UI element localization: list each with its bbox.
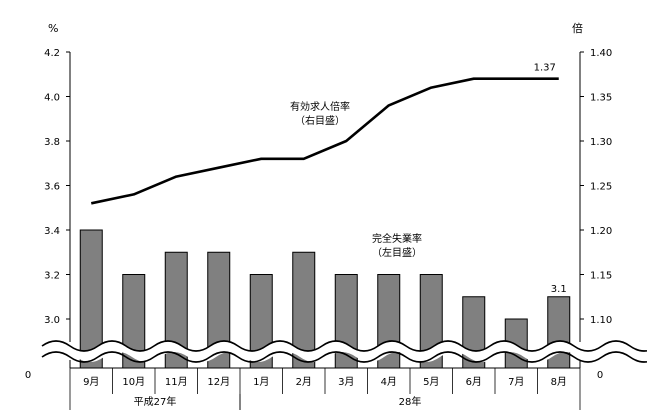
x-tick-label-2: 11月 (165, 376, 188, 388)
left-axis-zero: 0 (25, 370, 31, 381)
x-tick-label-5: 2月 (296, 376, 312, 388)
x-tick-label-3: 12月 (207, 376, 230, 388)
x-tick-label-6: 3月 (338, 376, 354, 388)
bar-end-value-label: 3.1 (551, 284, 567, 295)
right-axis-unit: 倍 (572, 21, 583, 35)
group-label-0: 平成27年 (134, 395, 177, 408)
bar-series-label-axis: （左目盛） (372, 246, 422, 259)
left-tick-label: 3.8 (44, 137, 60, 148)
line-series-label: 有効求人倍率 (290, 100, 350, 113)
x-tick-label-11: 8月 (551, 376, 567, 388)
left-tick-label: 3.2 (44, 271, 60, 282)
left-tick-label: 4.0 (44, 93, 60, 104)
x-tick-label-10: 7月 (508, 376, 524, 388)
bar-series-label: 完全失業率 (372, 232, 422, 245)
x-tick-label-0: 9月 (83, 376, 99, 388)
left-tick-label: 3.6 (44, 182, 60, 193)
line-end-value-label: 1.37 (534, 63, 556, 74)
right-tick-label: 1.25 (590, 182, 612, 193)
line-series-label-axis: （右目盛） (295, 114, 345, 127)
line-series-jobs-ratio (90, 77, 559, 205)
x-tick-label-1: 10月 (122, 376, 145, 388)
right-tick-label: 1.10 (590, 315, 612, 326)
left-axis-unit: % (48, 22, 58, 35)
right-tick-label: 1.15 (590, 271, 612, 282)
x-tick-label-8: 5月 (423, 376, 439, 388)
left-tick-label: 4.2 (44, 48, 60, 59)
axis-break-wave-lower (41, 351, 647, 363)
x-tick-label-7: 4月 (381, 376, 397, 388)
axis-break-wave-upper (41, 340, 647, 352)
x-tick-label-4: 1月 (253, 376, 269, 388)
right-tick-label: 1.35 (590, 93, 612, 104)
left-tick-label: 3.0 (44, 315, 60, 326)
right-tick-label: 1.20 (590, 226, 612, 237)
left-tick-label: 3.4 (44, 226, 60, 237)
group-label-1: 28年 (399, 395, 422, 408)
right-axis-zero: 0 (597, 370, 603, 381)
axis-break-band (0, 341, 647, 362)
x-tick-label-9: 6月 (466, 376, 482, 388)
right-tick-label: 1.40 (590, 48, 612, 59)
right-tick-label: 1.30 (590, 137, 612, 148)
